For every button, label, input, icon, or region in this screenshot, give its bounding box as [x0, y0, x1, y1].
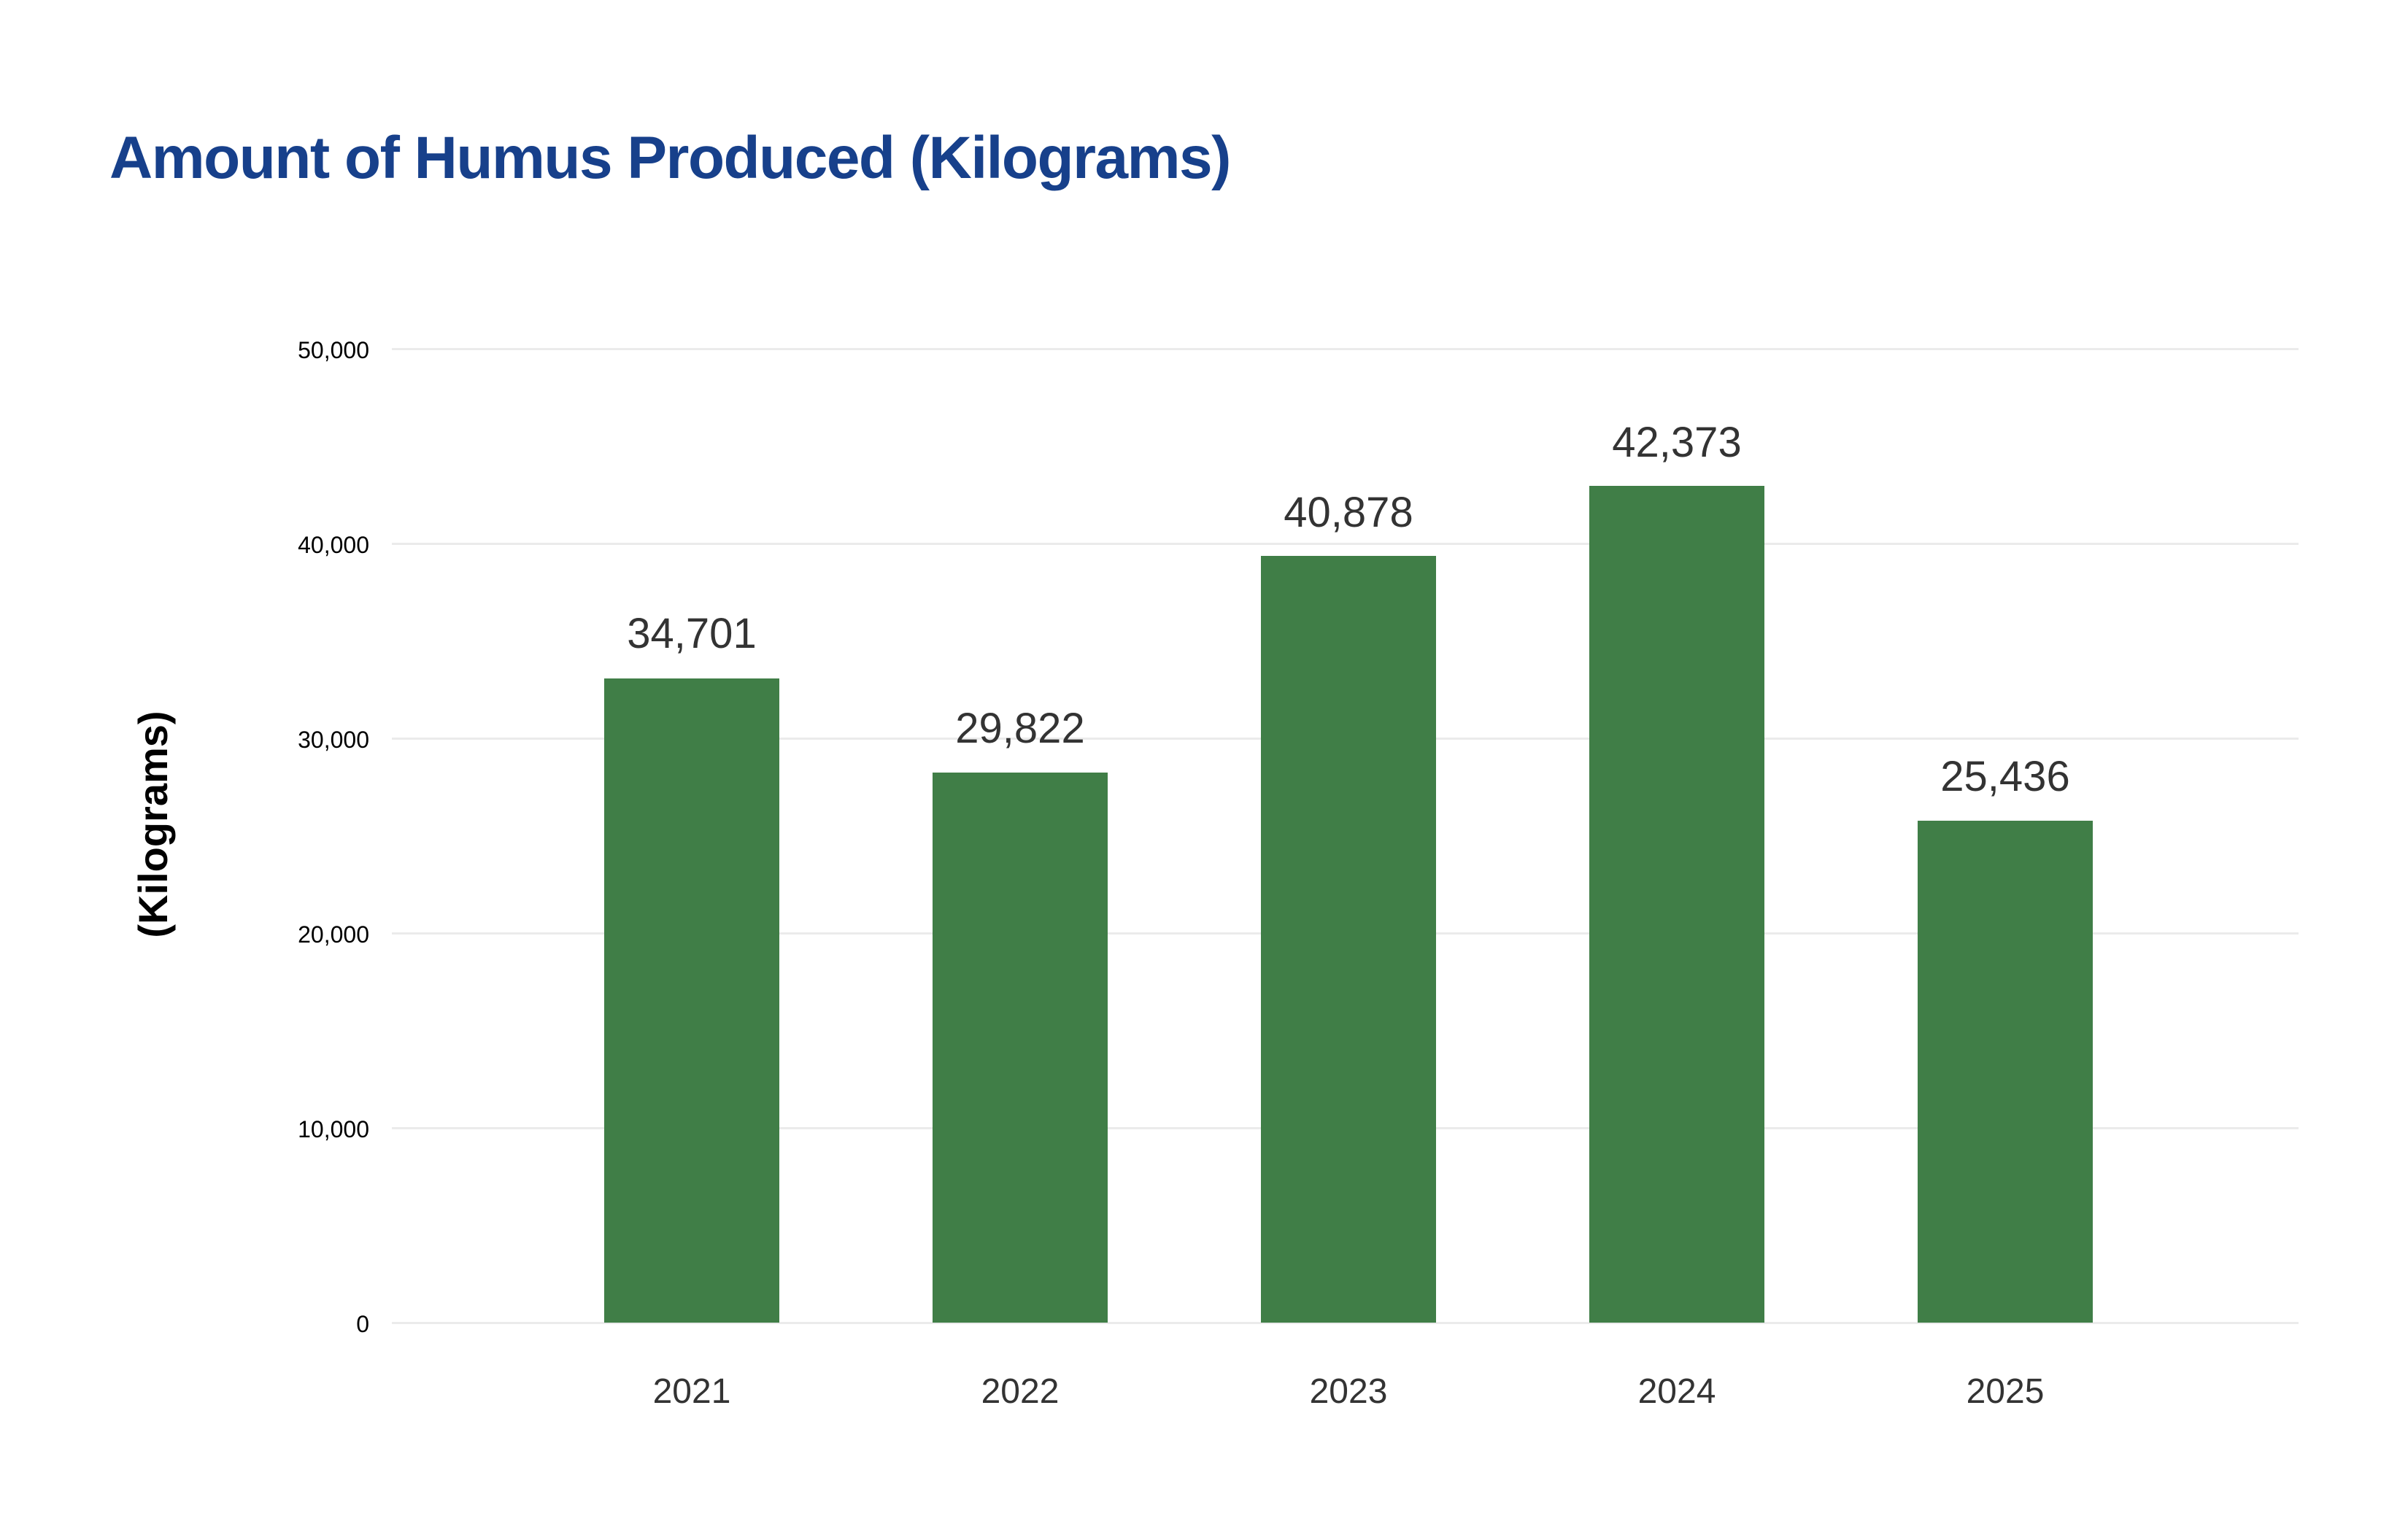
plot-area: 50,000 40,000 30,000 20,000 10,000 0 34,… — [298, 338, 2299, 1409]
bar-2023[interactable] — [1261, 556, 1436, 1323]
bar-2025[interactable] — [1918, 821, 2093, 1323]
x-tick-2024: 2024 — [1637, 1372, 1716, 1411]
bar-value-2025: 25,436 — [1940, 753, 2070, 800]
y-tick-10000: 10,000 — [298, 1116, 369, 1142]
y-tick-30000: 30,000 — [298, 727, 369, 753]
x-tick-2025: 2025 — [1966, 1372, 2045, 1411]
gridline-0 — [392, 1322, 2299, 1324]
y-axis-label: (Kilograms) — [130, 711, 176, 938]
bar-2022[interactable] — [933, 773, 1108, 1323]
bar-value-2024: 42,373 — [1612, 419, 1742, 466]
bar-2021[interactable] — [604, 678, 779, 1323]
y-tick-50000: 50,000 — [298, 337, 369, 363]
x-tick-2022: 2022 — [981, 1372, 1060, 1411]
y-tick-40000: 40,000 — [298, 532, 369, 558]
y-tick-0: 0 — [356, 1311, 369, 1337]
chart-title: Amount of Humus Produced (Kilograms) — [109, 125, 1231, 191]
gridline-50000 — [392, 348, 2299, 350]
gridline-40000 — [392, 543, 2299, 545]
y-tick-20000: 20,000 — [298, 921, 369, 948]
x-tick-2021: 2021 — [652, 1372, 731, 1411]
x-tick-2023: 2023 — [1309, 1372, 1388, 1411]
bar-2024[interactable] — [1589, 486, 1764, 1323]
bar-value-2022: 29,822 — [955, 705, 1085, 752]
bar-value-2023: 40,878 — [1284, 489, 1413, 536]
bar-value-2021: 34,701 — [627, 610, 757, 657]
